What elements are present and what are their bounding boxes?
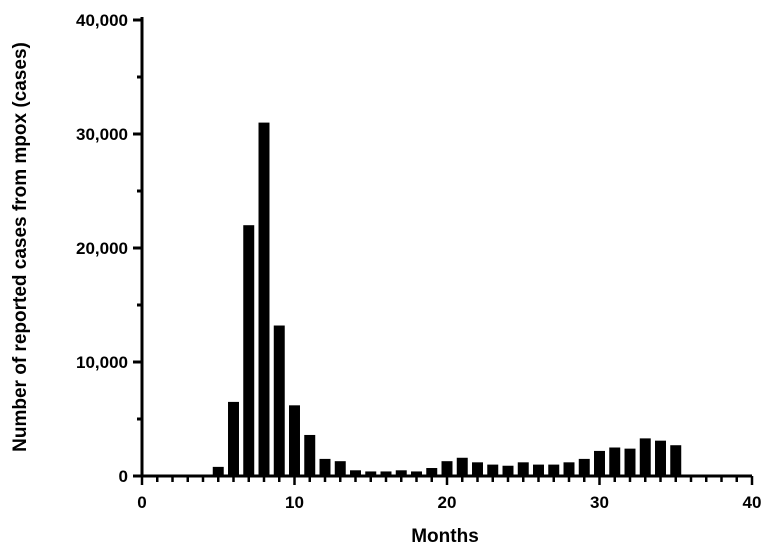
y-tick-label: 30,000	[76, 125, 128, 144]
bar-month-11	[304, 434, 316, 476]
y-axis-title: Number of reported cases from mpox (case…	[10, 42, 31, 452]
bar-month-25	[517, 462, 529, 476]
bar-month-10	[289, 405, 300, 476]
bar-month-22	[472, 462, 483, 476]
bar-month-17	[395, 470, 407, 476]
bar-month-35	[670, 445, 682, 476]
x-tick-label: 10	[285, 493, 304, 512]
bar-month-29	[578, 458, 590, 476]
bar-month-28	[563, 462, 575, 476]
y-tick-label: 0	[119, 467, 128, 486]
bar-month-30	[594, 450, 605, 476]
x-tick-label: 30	[590, 493, 609, 512]
bars-group	[151, 122, 682, 476]
bar-month-15	[365, 471, 377, 476]
bar-month-26	[533, 464, 544, 476]
bar-month-5	[212, 466, 224, 476]
bar-month-27	[548, 464, 560, 476]
bar-month-12	[319, 458, 331, 476]
y-tick-label: 20,000	[76, 239, 128, 258]
y-tick-label: 40,000	[76, 11, 128, 30]
x-tick-label: 0	[137, 493, 146, 512]
bar-month-8	[258, 122, 270, 476]
bar-month-19	[426, 468, 438, 476]
bar-month-18	[411, 471, 422, 476]
bar-month-34	[655, 440, 666, 476]
y-ticks-group: 0 10,000 20,000 30,000 40,000	[76, 11, 142, 486]
x-tick-label: 20	[438, 493, 457, 512]
bar-month-31	[609, 447, 621, 476]
bar-month-21	[456, 457, 468, 476]
bar-month-13	[334, 461, 346, 476]
bar-month-23	[487, 464, 499, 476]
bar-month-6	[228, 401, 239, 476]
x-axis-title: Months	[411, 526, 479, 547]
bar-month-32	[624, 448, 636, 476]
x-tick-label: 40	[743, 493, 762, 512]
bar-month-14	[350, 470, 361, 476]
bar-month-24	[502, 465, 514, 476]
bar-month-33	[639, 438, 651, 476]
y-tick-label: 10,000	[76, 353, 128, 372]
bar-month-20	[441, 461, 453, 476]
x-ticks-group: 0 10 20 30 40	[137, 476, 761, 512]
bar-month-16	[380, 471, 392, 476]
bar-month-7	[243, 225, 255, 476]
bar-month-9	[273, 325, 285, 476]
